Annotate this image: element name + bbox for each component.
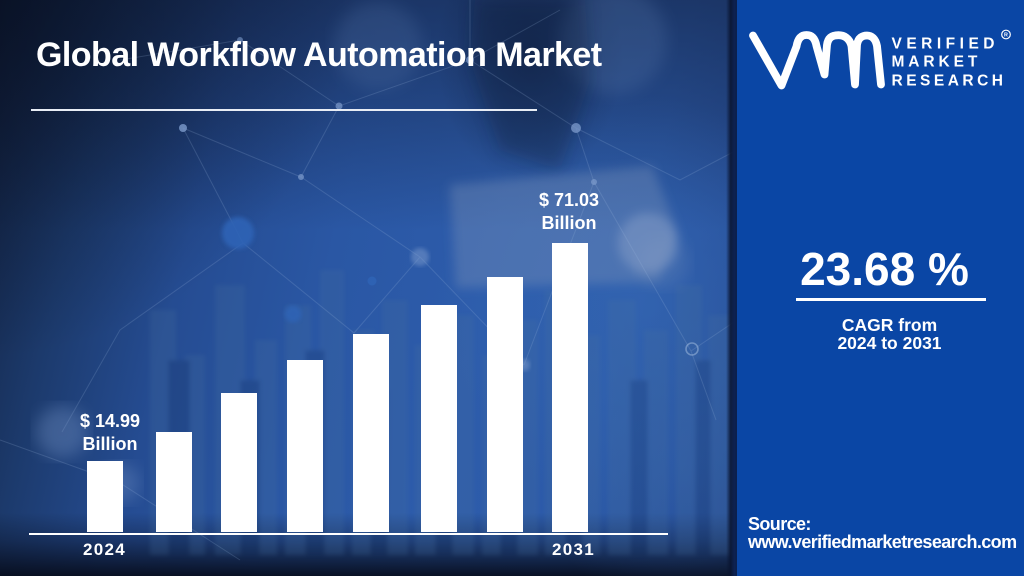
svg-text:RESEARCH: RESEARCH <box>892 73 1007 90</box>
svg-text:VERIFIED: VERIFIED <box>892 36 999 53</box>
svg-text:R: R <box>1004 33 1008 39</box>
svg-text:MARKET: MARKET <box>892 54 982 71</box>
